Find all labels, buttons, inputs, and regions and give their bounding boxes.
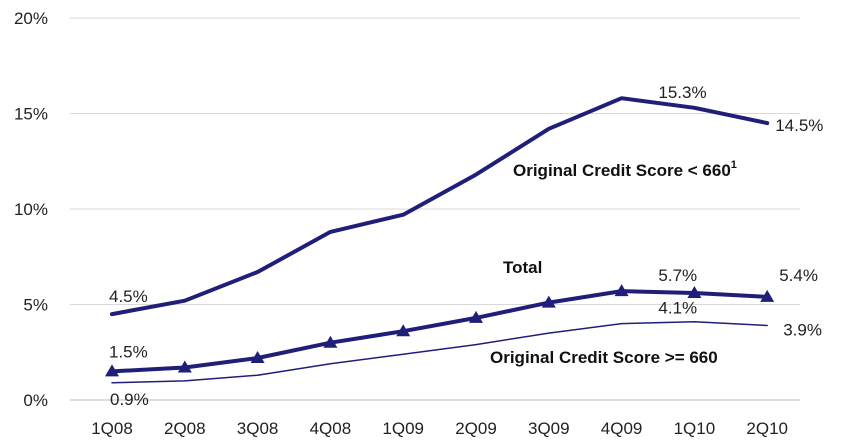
x-tick-label: 2Q10	[746, 419, 788, 438]
series-line	[110, 96, 770, 317]
x-tick-label: 2Q09	[455, 419, 497, 438]
gridlines	[70, 17, 800, 401]
data-label: 0.9%	[110, 390, 149, 409]
data-label: 4.1%	[658, 299, 697, 318]
x-tick-label: 4Q08	[310, 419, 352, 438]
y-tick-label: 20%	[14, 9, 48, 28]
x-tick-label: 1Q08	[91, 419, 133, 438]
data-label: 3.9%	[783, 321, 822, 340]
data-label: 5.7%	[658, 266, 697, 285]
series-name-low-score: Original Credit Score < 6601	[513, 159, 737, 180]
series-line	[110, 289, 770, 374]
y-tick-label: 5%	[23, 296, 48, 315]
triangle-marker	[760, 289, 775, 302]
y-tick-label: 10%	[14, 200, 48, 219]
triangle-marker	[541, 295, 556, 308]
axis-ticks: 0% 5% 10% 15% 20% 1Q08 2Q08 3Q08 4Q08 1Q09 2Q09 3Q0…	[14, 9, 788, 438]
triangle-marker	[105, 364, 119, 377]
y-tick-label: 0%	[23, 391, 48, 410]
series-markers	[105, 284, 775, 377]
triangle-marker	[177, 360, 192, 373]
x-tick-label: 1Q09	[382, 419, 424, 438]
x-tick-label: 2Q08	[164, 419, 206, 438]
data-label: 15.3%	[658, 83, 706, 102]
data-label: 14.5%	[775, 116, 823, 135]
x-tick-label: 1Q10	[674, 419, 716, 438]
x-tick-label: 4Q09	[601, 419, 643, 438]
series-line	[111, 320, 768, 384]
triangle-marker	[687, 286, 702, 299]
data-label: 5.4%	[779, 266, 818, 285]
x-tick-label: 3Q08	[237, 419, 279, 438]
series-name-high-score: Original Credit Score >= 660	[490, 348, 718, 367]
series-lines	[110, 96, 770, 384]
data-labels: 4.5% 15.3% 14.5% 1.5% 5.7% 5.4% 0.9% 4.1% 3.9%	[109, 83, 823, 409]
triangle-marker	[323, 335, 338, 348]
triangle-marker	[250, 350, 265, 363]
triangle-marker	[614, 284, 629, 297]
y-tick-label: 15%	[14, 105, 48, 124]
x-tick-label: 3Q09	[528, 419, 570, 438]
series-name-total: Total	[503, 258, 542, 277]
triangle-marker	[469, 310, 483, 323]
data-label: 4.5%	[109, 287, 148, 306]
data-label: 1.5%	[109, 342, 148, 361]
triangle-marker	[396, 324, 411, 337]
